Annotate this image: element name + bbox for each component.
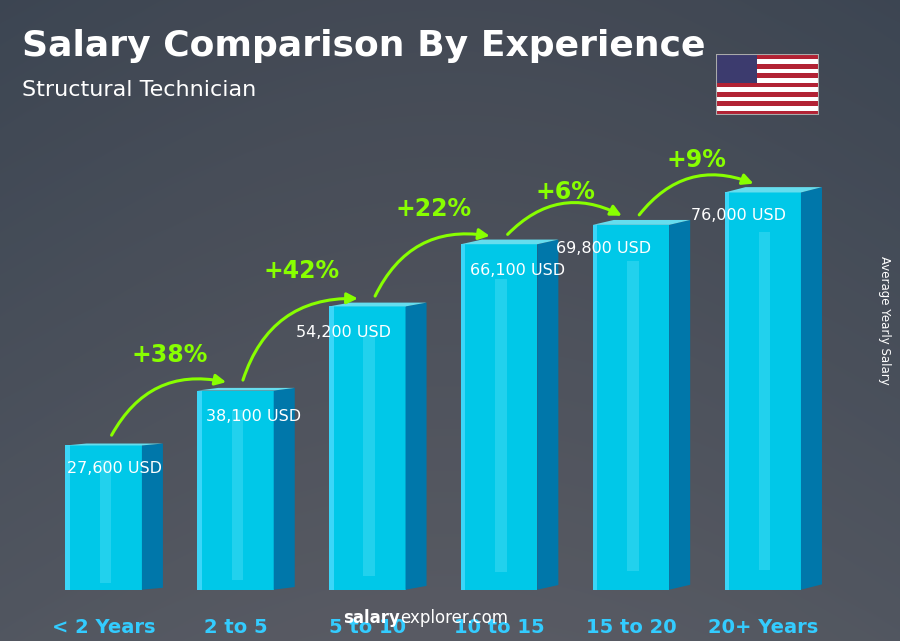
Polygon shape bbox=[593, 225, 669, 590]
Polygon shape bbox=[197, 390, 202, 590]
Polygon shape bbox=[495, 279, 507, 572]
Bar bbox=[716, 69, 819, 73]
Polygon shape bbox=[461, 240, 558, 244]
Polygon shape bbox=[231, 410, 243, 579]
Bar bbox=[716, 111, 819, 115]
Polygon shape bbox=[801, 187, 822, 590]
Polygon shape bbox=[724, 192, 801, 590]
Polygon shape bbox=[142, 444, 163, 590]
Text: < 2 Years: < 2 Years bbox=[52, 619, 156, 637]
Bar bbox=[716, 54, 819, 59]
Bar bbox=[716, 97, 819, 101]
Polygon shape bbox=[669, 220, 690, 590]
Polygon shape bbox=[364, 335, 375, 576]
Bar bbox=[716, 59, 819, 64]
Text: Average Yearly Salary: Average Yearly Salary bbox=[878, 256, 890, 385]
Polygon shape bbox=[759, 232, 770, 570]
Polygon shape bbox=[627, 262, 639, 572]
Text: 66,100 USD: 66,100 USD bbox=[470, 263, 565, 278]
Polygon shape bbox=[537, 240, 558, 590]
Bar bbox=[716, 101, 819, 106]
Text: 27,600 USD: 27,600 USD bbox=[67, 461, 162, 476]
Bar bbox=[716, 92, 819, 97]
Polygon shape bbox=[66, 445, 70, 590]
Text: 54,200 USD: 54,200 USD bbox=[296, 325, 391, 340]
Bar bbox=[716, 50, 757, 83]
Polygon shape bbox=[197, 390, 274, 590]
Polygon shape bbox=[406, 303, 427, 590]
Text: 38,100 USD: 38,100 USD bbox=[206, 409, 302, 424]
Polygon shape bbox=[274, 388, 294, 590]
Bar bbox=[716, 73, 819, 78]
Bar bbox=[716, 87, 819, 92]
Polygon shape bbox=[329, 306, 406, 590]
Polygon shape bbox=[593, 225, 598, 590]
Polygon shape bbox=[724, 187, 822, 192]
Polygon shape bbox=[100, 460, 112, 583]
Polygon shape bbox=[66, 445, 142, 590]
Bar bbox=[716, 78, 819, 83]
Text: salary: salary bbox=[344, 609, 400, 627]
Text: +42%: +42% bbox=[264, 259, 339, 283]
Polygon shape bbox=[329, 303, 427, 306]
Polygon shape bbox=[461, 244, 537, 590]
Text: 76,000 USD: 76,000 USD bbox=[691, 208, 787, 223]
Text: 15 to 20: 15 to 20 bbox=[586, 619, 676, 637]
Text: 20+ Years: 20+ Years bbox=[707, 619, 818, 637]
Polygon shape bbox=[66, 444, 163, 445]
Text: +6%: +6% bbox=[536, 180, 595, 204]
Text: +38%: +38% bbox=[131, 343, 208, 367]
Polygon shape bbox=[724, 192, 729, 590]
Text: 2 to 5: 2 to 5 bbox=[203, 619, 267, 637]
Text: +22%: +22% bbox=[395, 197, 472, 221]
Polygon shape bbox=[329, 306, 334, 590]
Bar bbox=[716, 106, 819, 111]
Bar bbox=[716, 83, 819, 87]
Text: Salary Comparison By Experience: Salary Comparison By Experience bbox=[22, 29, 706, 63]
Text: explorer.com: explorer.com bbox=[400, 609, 508, 627]
Text: +9%: +9% bbox=[667, 147, 727, 172]
Text: 5 to 10: 5 to 10 bbox=[328, 619, 406, 637]
Polygon shape bbox=[593, 220, 690, 225]
Text: Structural Technician: Structural Technician bbox=[22, 80, 256, 100]
Polygon shape bbox=[461, 244, 465, 590]
Text: 69,800 USD: 69,800 USD bbox=[555, 240, 651, 256]
Polygon shape bbox=[197, 388, 294, 390]
Bar bbox=[716, 64, 819, 69]
Text: 10 to 15: 10 to 15 bbox=[454, 619, 544, 637]
